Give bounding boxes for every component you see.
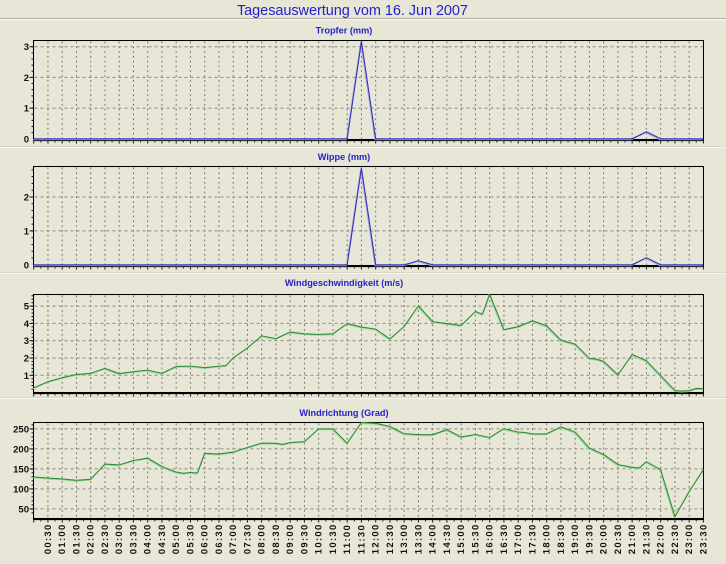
svg-text:4: 4 — [24, 319, 30, 330]
svg-text:200: 200 — [13, 444, 29, 455]
svg-text:Tagesauswertung vom 16. Jun 20: Tagesauswertung vom 16. Jun 2007 — [237, 3, 468, 19]
svg-text:15:00: 15:00 — [456, 523, 467, 554]
svg-text:20:00: 20:00 — [599, 523, 610, 554]
svg-text:09:30: 09:30 — [299, 523, 310, 554]
svg-text:0: 0 — [24, 135, 29, 146]
svg-text:01:30: 01:30 — [71, 523, 82, 554]
svg-text:17:30: 17:30 — [527, 523, 538, 554]
svg-text:06:30: 06:30 — [214, 523, 225, 554]
svg-text:150: 150 — [13, 464, 29, 475]
svg-text:16:00: 16:00 — [485, 523, 496, 554]
svg-text:5: 5 — [24, 302, 30, 313]
svg-text:07:00: 07:00 — [228, 523, 239, 554]
svg-text:20:30: 20:30 — [613, 523, 624, 554]
svg-text:23:30: 23:30 — [698, 523, 709, 554]
svg-text:3: 3 — [24, 336, 29, 347]
svg-text:03:00: 03:00 — [114, 523, 125, 554]
svg-text:11:00: 11:00 — [342, 524, 353, 554]
svg-text:17:00: 17:00 — [513, 523, 524, 554]
svg-text:14:30: 14:30 — [442, 523, 453, 554]
svg-text:21:30: 21:30 — [641, 523, 652, 554]
svg-text:02:00: 02:00 — [86, 523, 97, 554]
svg-text:01:00: 01:00 — [57, 523, 68, 554]
svg-text:14:00: 14:00 — [428, 523, 439, 554]
svg-text:250: 250 — [13, 424, 29, 435]
svg-text:04:30: 04:30 — [157, 523, 168, 554]
svg-text:15:30: 15:30 — [470, 523, 481, 554]
svg-text:13:30: 13:30 — [413, 523, 424, 554]
svg-text:19:30: 19:30 — [584, 523, 595, 554]
svg-text:19:00: 19:00 — [570, 523, 581, 554]
svg-text:2: 2 — [24, 354, 29, 365]
svg-text:12:30: 12:30 — [385, 523, 396, 554]
svg-text:04:00: 04:00 — [143, 523, 154, 554]
svg-text:2: 2 — [24, 73, 29, 84]
svg-text:02:30: 02:30 — [100, 523, 111, 554]
svg-text:Windrichtung (Grad): Windrichtung (Grad) — [299, 408, 388, 418]
svg-text:Tropfer (mm): Tropfer (mm) — [316, 26, 373, 36]
svg-text:50: 50 — [18, 504, 29, 515]
svg-text:05:00: 05:00 — [171, 523, 182, 554]
svg-text:0: 0 — [24, 261, 29, 272]
svg-text:1: 1 — [24, 226, 30, 237]
svg-text:10:00: 10:00 — [314, 523, 325, 554]
svg-text:07:30: 07:30 — [242, 523, 253, 554]
svg-text:Wippe (mm): Wippe (mm) — [318, 152, 371, 162]
svg-text:05:30: 05:30 — [185, 523, 196, 554]
svg-text:09:00: 09:00 — [285, 523, 296, 554]
svg-text:23:00: 23:00 — [684, 523, 695, 554]
svg-text:03:30: 03:30 — [128, 523, 139, 554]
svg-text:10:30: 10:30 — [328, 523, 339, 554]
svg-text:06:00: 06:00 — [200, 523, 211, 554]
svg-text:18:00: 18:00 — [542, 523, 553, 554]
svg-text:12:00: 12:00 — [371, 523, 382, 554]
svg-text:2: 2 — [24, 193, 29, 204]
svg-text:11:30: 11:30 — [356, 524, 367, 554]
svg-text:08:30: 08:30 — [271, 523, 282, 554]
svg-text:Windgeschwindigkeit (m/s): Windgeschwindigkeit (m/s) — [285, 278, 403, 288]
svg-text:21:00: 21:00 — [627, 523, 638, 554]
svg-text:22:30: 22:30 — [670, 523, 681, 554]
svg-text:1: 1 — [24, 371, 30, 382]
svg-text:1: 1 — [24, 104, 30, 115]
svg-text:18:30: 18:30 — [556, 523, 567, 554]
svg-text:22:00: 22:00 — [656, 523, 667, 554]
svg-text:13:00: 13:00 — [399, 523, 410, 554]
svg-text:08:00: 08:00 — [257, 523, 268, 554]
svg-text:00:30: 00:30 — [43, 523, 54, 554]
svg-text:16:30: 16:30 — [499, 523, 510, 554]
svg-text:3: 3 — [24, 42, 29, 53]
svg-text:100: 100 — [13, 484, 29, 495]
